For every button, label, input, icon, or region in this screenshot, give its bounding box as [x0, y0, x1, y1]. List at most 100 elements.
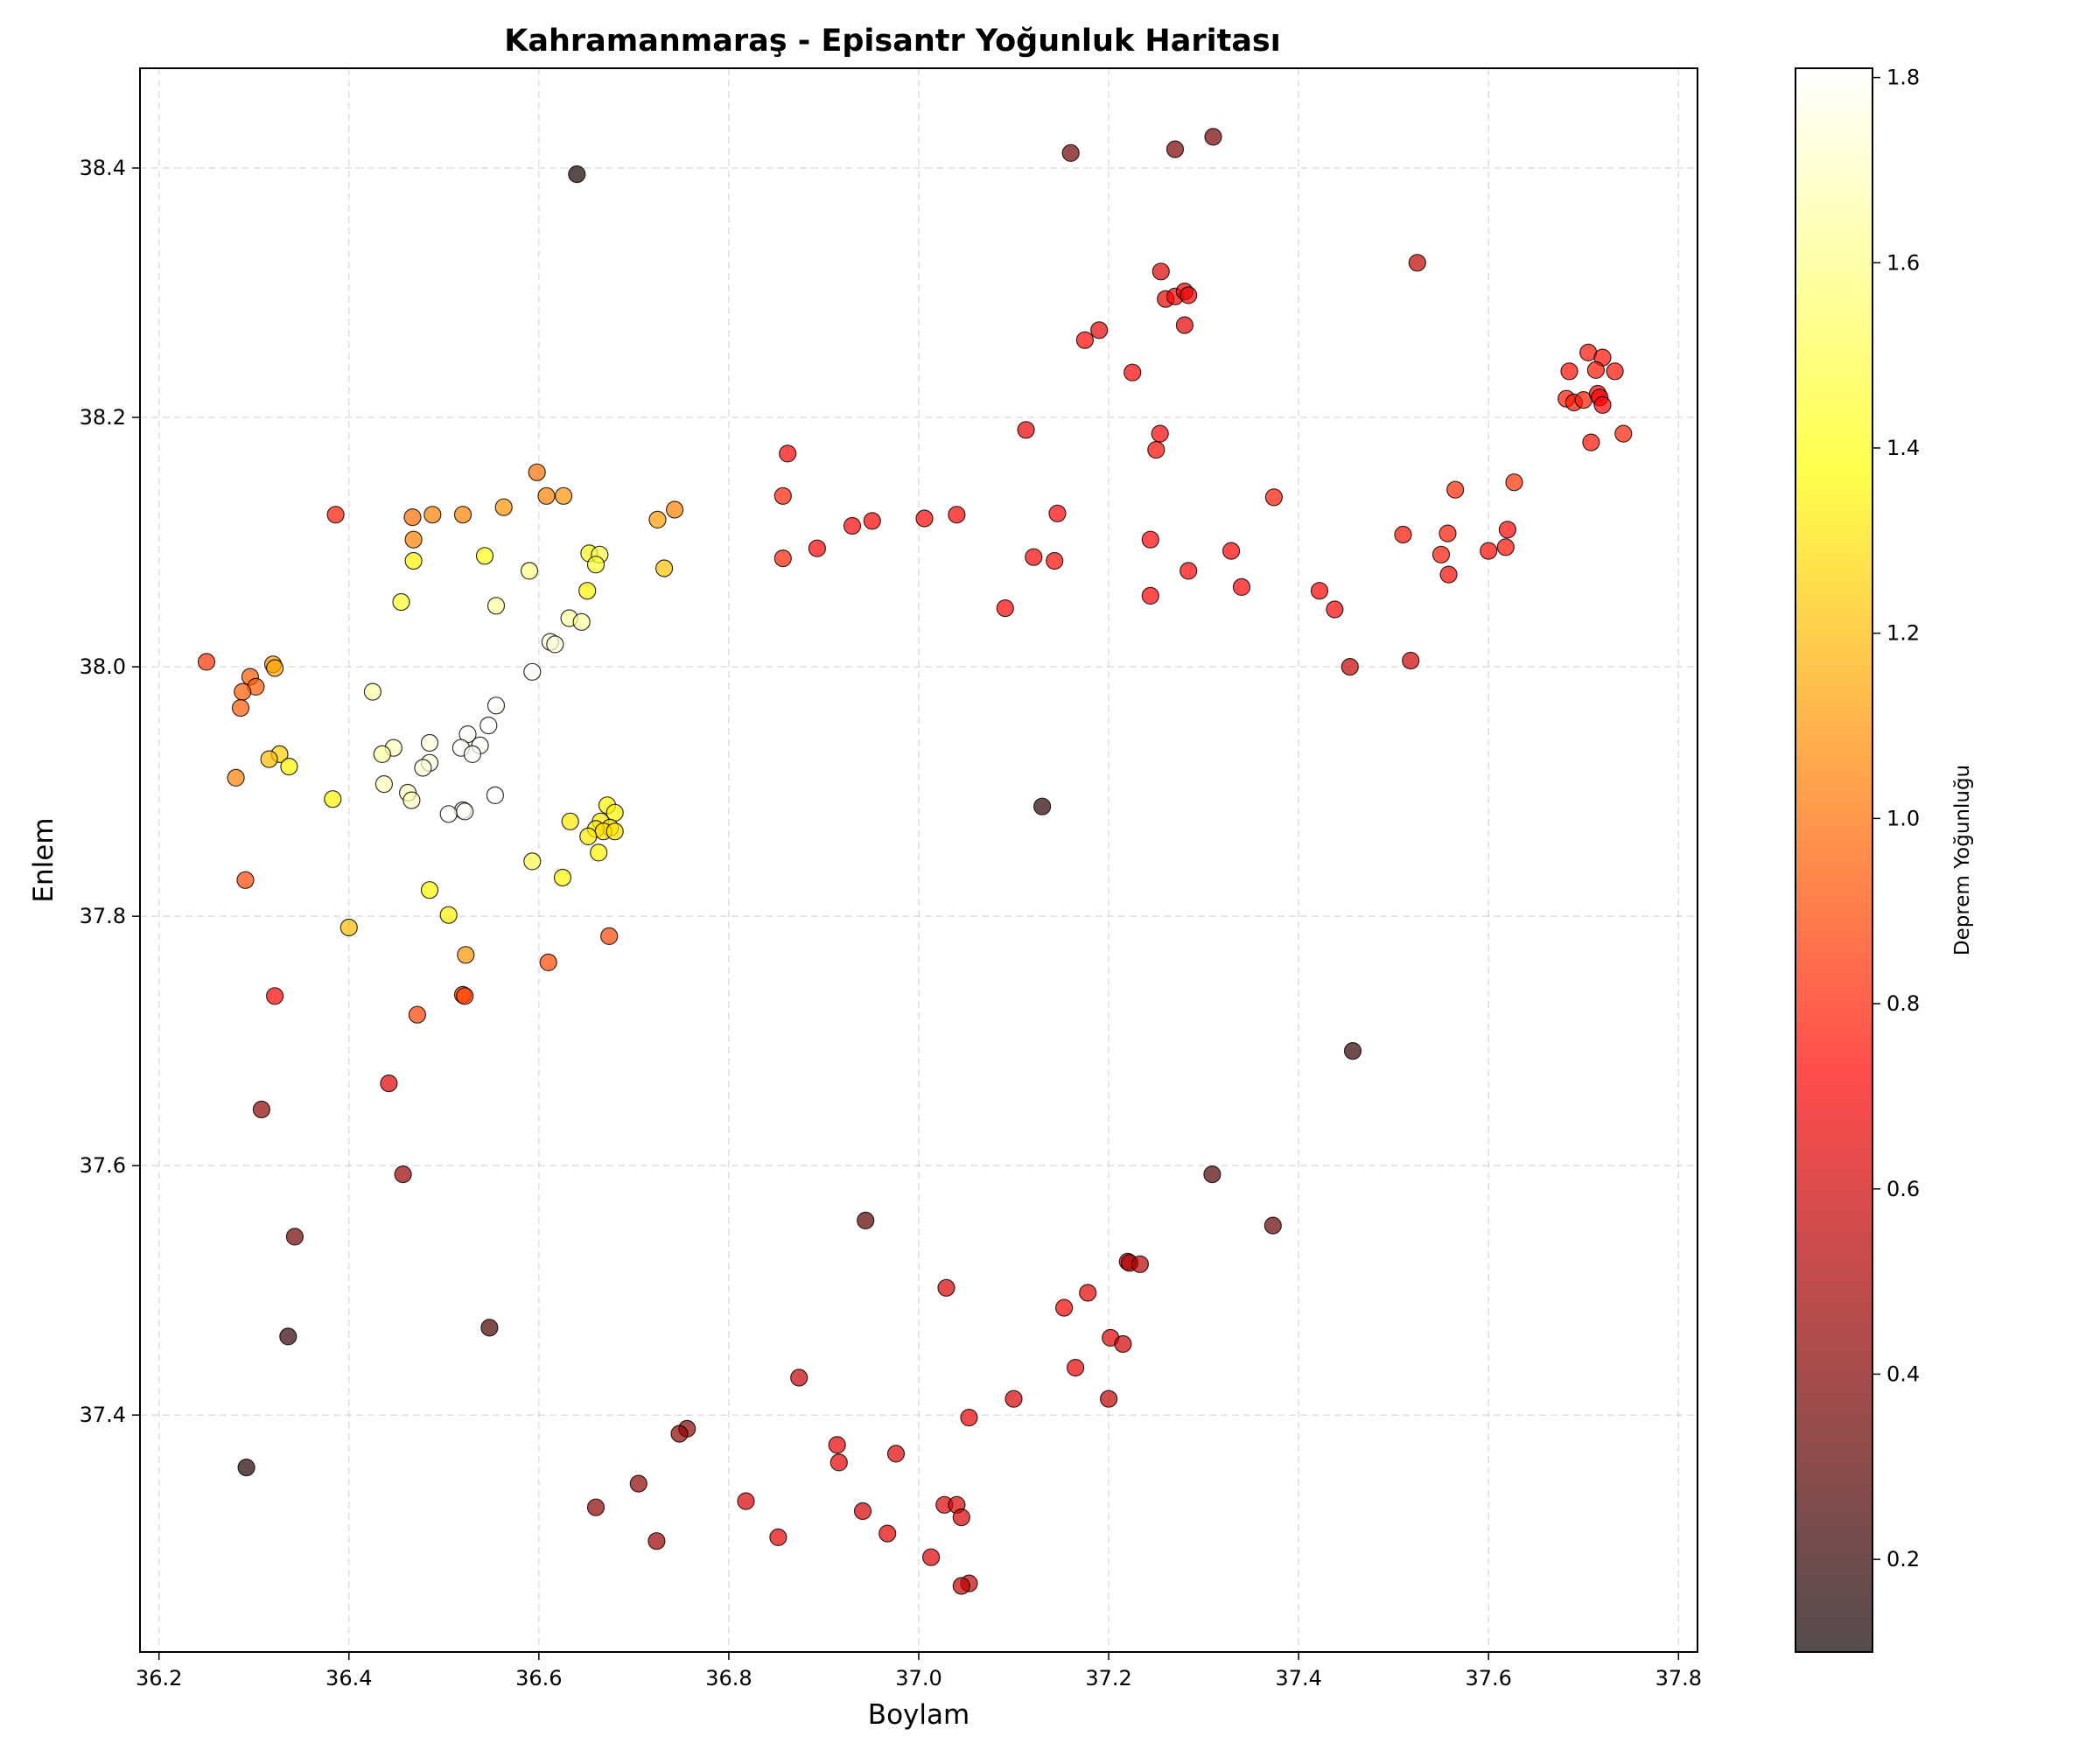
epicenter-point: [404, 530, 423, 549]
epicenter-point: [1061, 144, 1080, 162]
epicenter-point: [774, 486, 792, 505]
epicenter-point: [252, 1100, 270, 1119]
epicenter-point: [1310, 582, 1329, 600]
epicenter-point: [403, 508, 422, 527]
epicenter-point: [600, 927, 619, 946]
colorbar-label: Deprem Yoğunluğu: [1951, 765, 1974, 956]
epicenter-point: [231, 698, 250, 718]
x-tick-label: 36.8: [705, 1666, 752, 1690]
epicenter-point: [324, 790, 342, 808]
epicenter-point: [915, 509, 934, 528]
epicenter-point: [1090, 321, 1109, 340]
epicenter-point: [1203, 1165, 1222, 1184]
epicenter-point: [237, 1458, 256, 1477]
x-tick-label: 36.4: [326, 1666, 372, 1690]
epicenter-point: [1054, 1298, 1074, 1317]
epicenter-point: [1066, 1358, 1085, 1377]
epicenter-point: [1180, 562, 1198, 580]
epicenter-point: [1079, 1284, 1097, 1302]
epicenter-point: [1141, 530, 1159, 549]
epicenter-point: [1394, 525, 1412, 544]
epicenter-point: [843, 516, 862, 536]
x-tick-label: 37.2: [1085, 1666, 1131, 1690]
epicenter-point: [586, 1498, 606, 1516]
epicenter-point: [1130, 1255, 1150, 1273]
epicenter-point: [528, 463, 546, 481]
epicenter-point: [790, 1368, 808, 1387]
epicenter-point: [1560, 362, 1578, 381]
y-tick-label: 38.4: [80, 156, 126, 180]
epicenter-point: [326, 506, 345, 524]
epicenter-point: [285, 1228, 304, 1246]
epicenter-point: [373, 745, 391, 764]
epicenter-point: [1343, 1041, 1362, 1060]
epicenter-point: [1141, 586, 1159, 606]
x-tick-label: 36.6: [515, 1666, 562, 1690]
x-tick-label: 37.0: [895, 1666, 942, 1690]
colorbar-tick-label: 1.0: [1886, 806, 1920, 830]
epicenter-point: [1151, 424, 1169, 443]
epicenter-point: [952, 1508, 970, 1527]
epicenter-point: [380, 1074, 398, 1093]
y-tick-label: 38.0: [80, 654, 126, 679]
epicenter-point: [606, 822, 624, 841]
epicenter-point: [439, 805, 458, 823]
epicenter-point: [1408, 254, 1426, 272]
x-tick-label: 36.2: [136, 1666, 182, 1690]
epicenter-point: [579, 827, 598, 846]
epicenter-point: [234, 682, 252, 701]
colorbar-tick-label: 0.4: [1886, 1362, 1920, 1386]
epicenter-point: [1402, 651, 1420, 670]
epicenter-point: [878, 1524, 897, 1543]
epicenter-point: [1204, 128, 1222, 146]
epicenter-point: [769, 1528, 788, 1547]
epicenter-point: [546, 635, 564, 654]
epicenter-point: [197, 653, 216, 671]
y-axis-ticks: 37.4 37.6 37.8 38.0 38.2 38.4: [80, 156, 140, 1427]
epicenter-point: [670, 1424, 689, 1443]
epicenter-point: [1046, 551, 1064, 570]
epicenter-point: [1099, 1390, 1118, 1408]
epicenter-point: [280, 757, 298, 776]
epicenter-point: [648, 510, 667, 529]
epicenter-point: [408, 1005, 426, 1024]
x-axis-ticks: 36.2 36.4 36.6 36.8 37.0 37.2 37.4 37.6 37.8: [136, 1652, 1702, 1690]
epicenter-point: [1147, 440, 1166, 459]
epicenter-point: [1166, 140, 1185, 158]
epicenter-point: [1264, 488, 1284, 507]
epicenter-point: [1152, 262, 1170, 281]
grid-lines: [140, 68, 1698, 1652]
epicenter-point: [456, 987, 474, 1005]
epicenter-point: [857, 1211, 875, 1230]
epicenter-point: [1124, 363, 1142, 382]
epicenter-point: [779, 444, 797, 463]
epicenter-point: [554, 486, 573, 505]
epicenter-point: [1480, 542, 1498, 560]
epicenter-point: [236, 871, 255, 889]
epicenter-point: [457, 946, 475, 964]
epicenter-point: [463, 745, 482, 764]
colorbar: 0.2 0.4 0.6 0.8 1.0 1.2 1.4 1.6 1.8 Deprem Yoğun…: [1795, 66, 1974, 1653]
epicenter-point: [494, 498, 513, 516]
epicenter-point: [1606, 362, 1624, 381]
epicenter-point: [1048, 504, 1067, 522]
epicenter-point: [486, 696, 506, 715]
epicenter-point: [1496, 538, 1515, 556]
epicenter-point: [1114, 1334, 1132, 1354]
y-axis-label: Enlem: [28, 817, 60, 902]
epicenter-point: [937, 1278, 956, 1297]
epicenter-point: [1446, 480, 1465, 499]
epicenter-point: [1582, 433, 1600, 452]
epicenter-point: [1232, 578, 1251, 597]
epicenter-point: [486, 597, 506, 615]
epicenter-point: [523, 662, 542, 681]
epicenter-point: [1017, 421, 1035, 439]
epicenter-point: [774, 549, 792, 568]
epicenter-point: [1438, 524, 1457, 542]
epicenter-point: [279, 1327, 298, 1346]
colorbar-frame: [1795, 67, 1873, 1653]
epicenter-point: [665, 500, 684, 519]
colorbar-tick-label: 1.8: [1886, 66, 1920, 90]
epicenter-point: [486, 786, 505, 805]
